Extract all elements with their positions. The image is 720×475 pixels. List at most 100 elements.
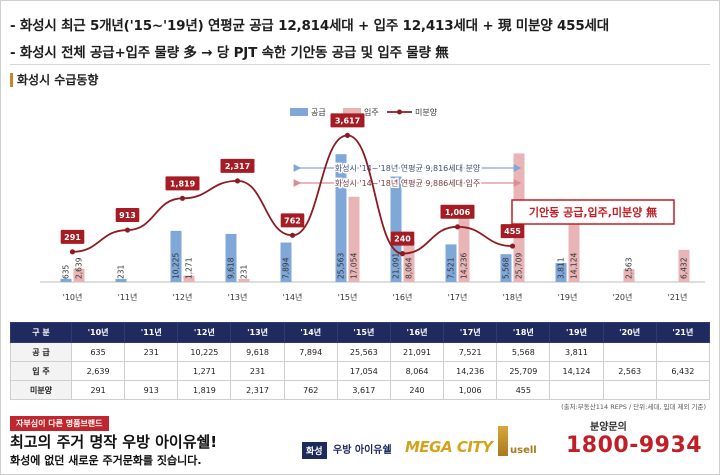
headline-1: - 화성시 최근 5개년('15~'19년) 연평균 공급 12,814세대 +… [10, 18, 609, 34]
table-cell: 3,811 [549, 342, 604, 362]
table-header-label: 구 분 [10, 322, 72, 343]
footer-subslogan: 화성에 없던 새로운 주거문화를 짓습니다. [10, 454, 202, 467]
supply-value-label: 7,894 [282, 257, 291, 279]
table-header-year: '14년 [283, 322, 338, 343]
occupancy-bar [403, 241, 415, 282]
unsold-value-label: 913 [119, 211, 136, 220]
inquiry-phone[interactable]: 1800-9934 [566, 433, 703, 458]
table-row: 공 급 635 231 10,225 9,618 7,894 25,563 21,091 7,5… [10, 342, 711, 362]
table-cell: 7,521 [443, 342, 498, 362]
occupancy-bar [568, 211, 580, 282]
table-header-year: '12년 [177, 322, 232, 343]
supply-bar [225, 233, 237, 282]
table-cell: 455 [496, 380, 551, 400]
unsold-point [344, 132, 351, 139]
supply-bar [445, 244, 457, 282]
table-cell: 291 [70, 380, 126, 400]
table-cell: 1,006 [443, 380, 498, 400]
table-cell: 240 [389, 380, 445, 400]
table-row: 입 주 2,639 1,271 231 17,054 8,064 14,236 25,709 1… [10, 361, 711, 381]
table-header-row: 구 분 '10년 '11년 '12년 '13년 '14년 '15년 '16년 '17년 '18년 '… [10, 322, 711, 343]
occupancy-value-label: 2,639 [75, 257, 84, 279]
usell-logo: usell [498, 426, 537, 456]
x-tick-label: '20년 [613, 292, 633, 302]
table-cell: 2,563 [602, 361, 657, 381]
table-cell: 14,124 [549, 361, 604, 381]
section-title: 화성시 수급동향 [10, 71, 98, 88]
table-cell: 14,236 [443, 361, 498, 381]
unsold-point [69, 249, 76, 255]
x-tick-label: '11년 [118, 292, 138, 302]
unsold-point [124, 227, 131, 233]
supply-value-label: 635 [62, 264, 71, 279]
supply-bar [555, 262, 567, 282]
callout-text: 기안동 공급,입주,미분양 無 [529, 205, 657, 219]
divider [10, 64, 710, 65]
table-cell [655, 342, 711, 362]
table-cell: 635 [70, 342, 126, 362]
supply-value-label: 10,225 [172, 253, 181, 279]
x-tick-label: '10년 [63, 292, 83, 302]
x-tick-label: '15년 [338, 292, 358, 302]
unsold-label-box [440, 204, 475, 219]
usell-logo-text: usell [510, 445, 537, 456]
table-cell: 231 [124, 342, 179, 362]
occupancy-value-label: 2,563 [625, 257, 634, 279]
occupancy-value-label: 231 [240, 264, 249, 279]
occupancy-bar [678, 249, 690, 282]
inquiry-label: 분양문의 [590, 422, 627, 433]
supply-bar [115, 279, 127, 282]
unsold-label-box [330, 113, 365, 128]
table-header-year: '18년 [496, 322, 551, 343]
unsold-label-box [115, 208, 140, 223]
unsold-point [399, 251, 406, 257]
occupancy-value-label: 14,124 [570, 253, 579, 279]
occupancy-value-label: 17,054 [350, 253, 359, 279]
table-header-year: '16년 [389, 322, 445, 343]
unsold-point [289, 232, 296, 238]
x-tick-label: '16년 [393, 292, 413, 302]
table-header-year: '19년 [549, 322, 604, 343]
legend-unsold-label: 미분양 [415, 108, 438, 117]
table-cell: 231 [230, 361, 285, 381]
unsold-label-box [220, 158, 255, 173]
table-cell: 1,819 [177, 380, 232, 400]
unsold-value-label: 291 [64, 233, 81, 242]
table-row-label: 미분양 [10, 380, 72, 400]
unsold-point [234, 178, 241, 184]
footer-slogan: 최고의 주거 명작 우방 아이유쉘! [10, 433, 218, 451]
section-title-bar [10, 72, 13, 87]
table-cell [549, 380, 604, 400]
data-table: 구 분 '10년 '11년 '12년 '13년 '14년 '15년 '16년 '17년 '18년 '… [10, 322, 711, 400]
unsold-point [509, 243, 516, 249]
table-header-year: '10년 [70, 322, 126, 343]
x-tick-label: '19년 [558, 292, 578, 302]
supply-value-label: 5,568 [502, 257, 511, 279]
brand-name: 우방 아이유쉘 [333, 445, 392, 456]
occupancy-value-label: 1,271 [185, 257, 194, 279]
unsold-value-label: 3,617 [335, 116, 360, 125]
table-cell: 3,617 [336, 380, 391, 400]
table-cell [283, 361, 338, 381]
legend-supply-label: 공급 [311, 108, 326, 117]
x-tick-label: '21년 [668, 292, 688, 302]
table-cell: 25,709 [496, 361, 551, 381]
unsold-line [72, 134, 513, 255]
unsold-value-label: 762 [284, 216, 301, 225]
chart-legend: 공급 입주 미분양 [290, 108, 438, 117]
table-cell: 21,091 [389, 342, 445, 362]
occupancy-value-label: 6,432 [680, 257, 689, 279]
occupancy-value-label: 25,709 [515, 253, 524, 279]
occupancy-bar [458, 210, 470, 282]
table-cell: 5,568 [496, 342, 551, 362]
table-row: 미분양 291 913 1,819 2,317 762 3,617 240 1,006 455 [10, 380, 711, 400]
table-cell: 2,639 [70, 361, 126, 381]
unsold-label-box [500, 224, 525, 239]
occupancy-value-label: 14,236 [460, 253, 469, 279]
supply-bar [60, 278, 72, 282]
table-cell: 1,271 [177, 361, 232, 381]
supply-value-label: 231 [117, 264, 126, 279]
table-cell: 10,225 [177, 342, 232, 362]
supply-avg-note: 화성시 '14~'18년 연평균 9,816세대 분양 [335, 163, 481, 173]
section-title-text: 화성시 수급동향 [17, 73, 99, 87]
